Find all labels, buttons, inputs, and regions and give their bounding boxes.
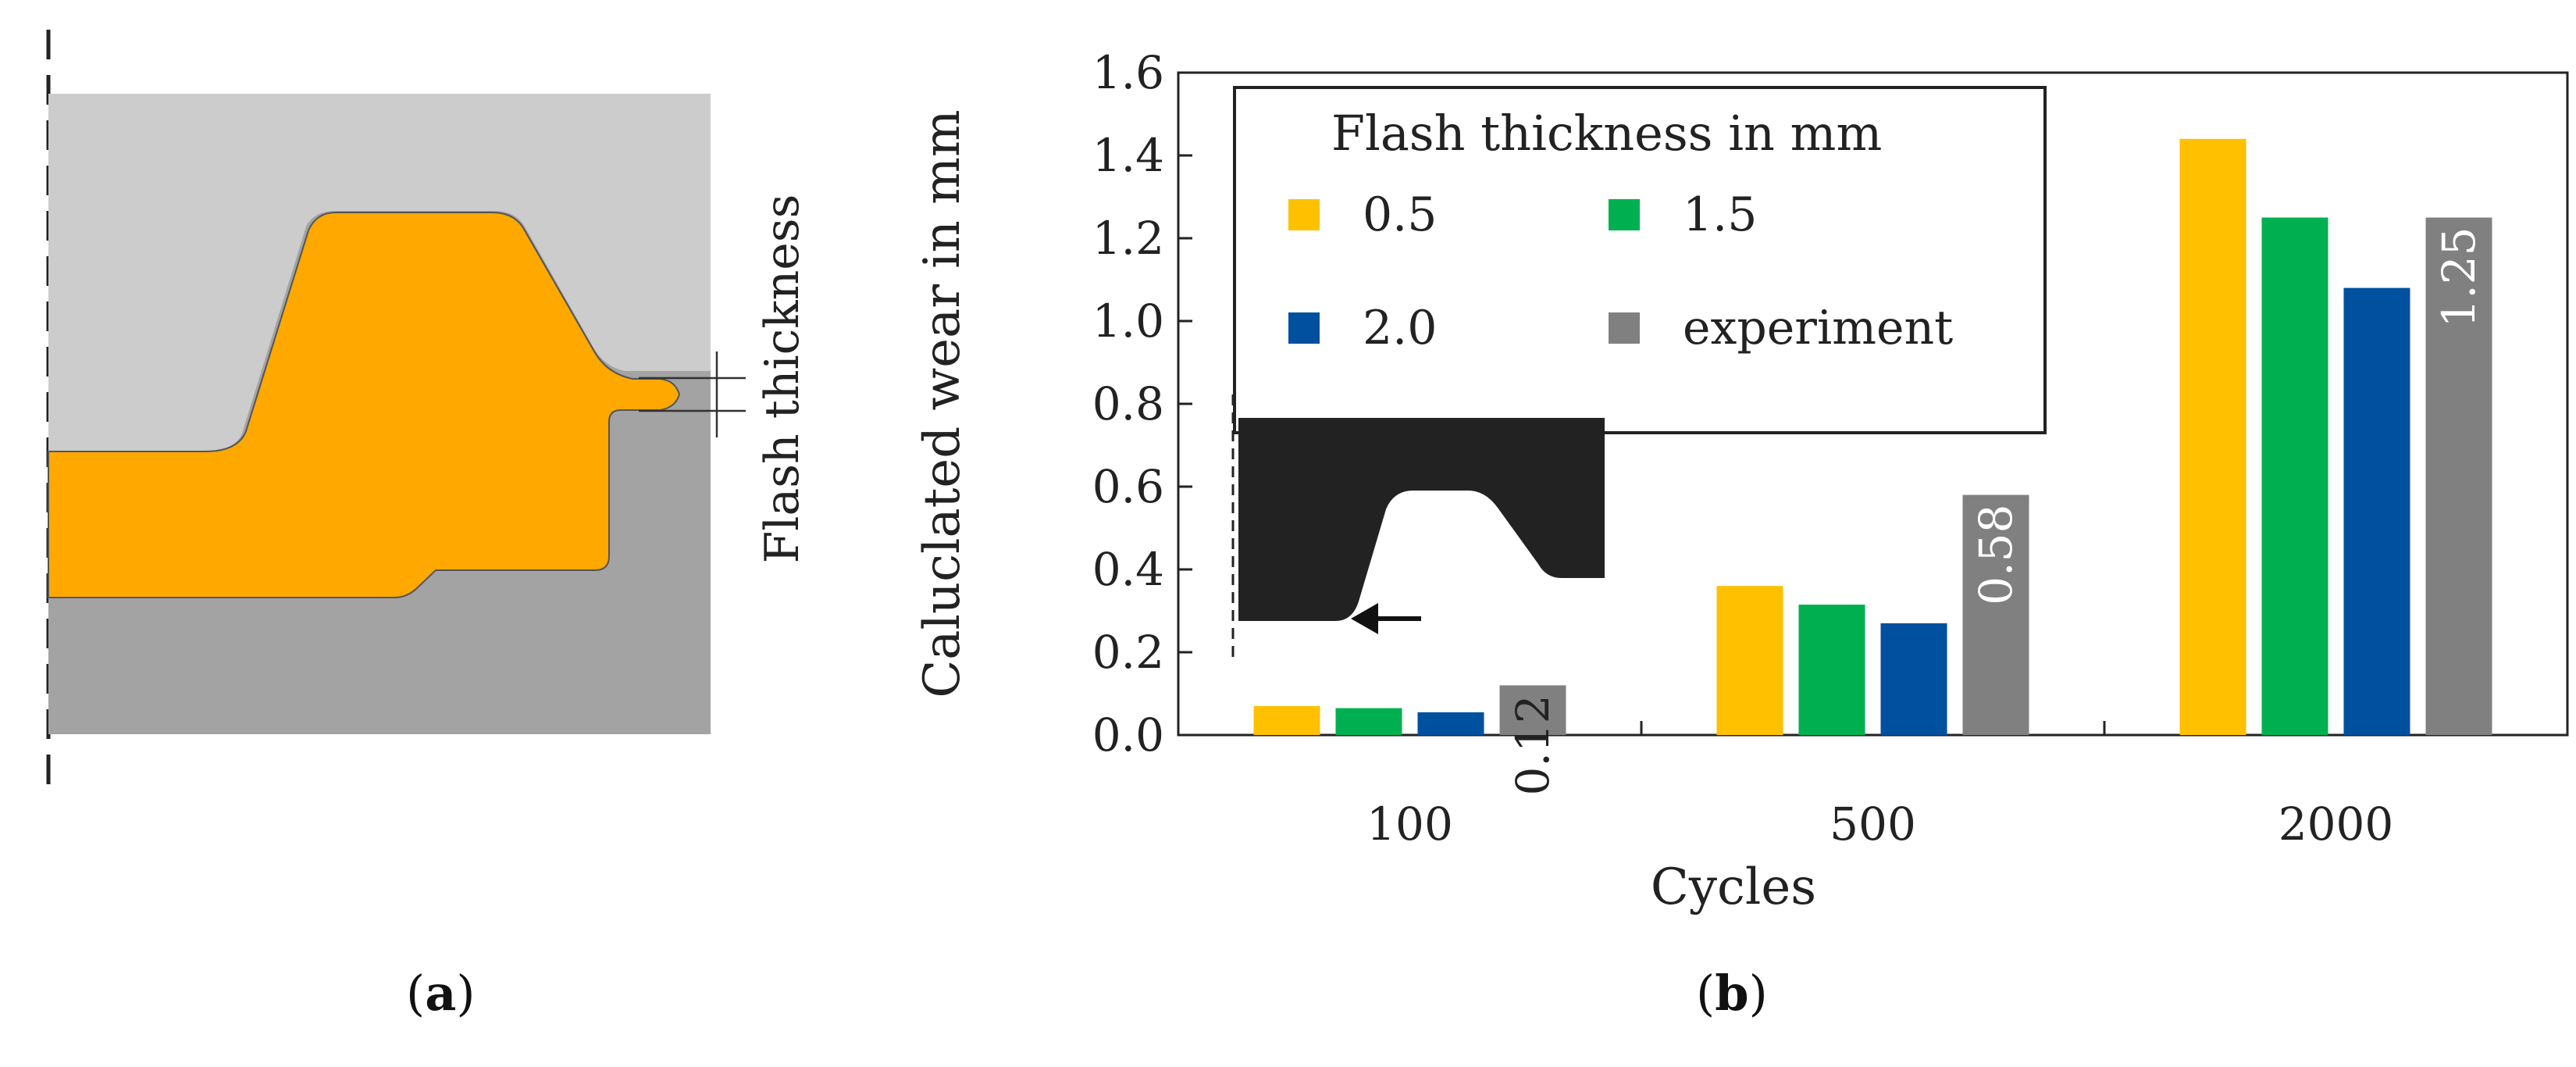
bar-1_5-500 bbox=[1798, 605, 1865, 735]
bar-experiment-100 bbox=[1499, 685, 1566, 735]
y-tick-label: 0.4 bbox=[1092, 543, 1164, 596]
data-label: 1.25 bbox=[2432, 227, 2485, 328]
x-tick-label: 2000 bbox=[2278, 798, 2394, 851]
legend-label: 2.0 bbox=[1363, 301, 1437, 355]
y-tick-label: 0.6 bbox=[1092, 460, 1164, 513]
legend-label: 0.5 bbox=[1363, 187, 1437, 242]
panel-a-diagram: Flash thickness bbox=[46, 30, 810, 789]
caption-b-letter: b bbox=[1715, 965, 1749, 1022]
legend-swatch bbox=[1288, 199, 1320, 230]
legend-box bbox=[1233, 86, 2047, 434]
y-axis: 0.0 0.2 0.4 0.6 0.8 1.0 1.2 1.4 1.6 bbox=[1092, 46, 1192, 762]
bar-2_0-500 bbox=[1880, 623, 1947, 735]
inset-die-contour bbox=[1231, 394, 1605, 662]
inset-arrow-icon bbox=[1351, 603, 1378, 634]
bar-0_5-2000 bbox=[2179, 138, 2246, 736]
inset-die-shape bbox=[1238, 418, 1605, 621]
caption-a-letter: a bbox=[425, 965, 457, 1022]
bar-2_0-100 bbox=[1417, 712, 1484, 735]
legend-items: 0.5 1.5 2.0 experiment bbox=[1288, 187, 1953, 355]
panel-b-chart: 0.0 0.2 0.4 0.6 0.8 1.0 1.2 1.4 1.6 100 500 2000 0… bbox=[914, 46, 2569, 916]
bar-0_5-100 bbox=[1253, 705, 1320, 735]
x-tick-label: 100 bbox=[1366, 798, 1453, 851]
y-tick-label: 0.0 bbox=[1092, 708, 1164, 762]
caption-b: (b) bbox=[1696, 965, 1768, 1022]
y-tick-label: 1.4 bbox=[1092, 129, 1164, 182]
legend-swatch bbox=[1609, 199, 1640, 230]
legend-swatch bbox=[1609, 312, 1640, 344]
legend: Flash thickness in mm 0.5 1.5 2.0 experimen… bbox=[1233, 86, 2047, 434]
legend-label: experiment bbox=[1683, 301, 1953, 355]
bar-experiment-500 bbox=[1962, 494, 2029, 735]
data-label: 0.12 bbox=[1506, 694, 1559, 795]
y-tick-label: 1.2 bbox=[1092, 212, 1164, 265]
y-tick-label: 0.8 bbox=[1092, 377, 1164, 430]
legend-title: Flash thickness in mm bbox=[1331, 105, 1882, 162]
legend-label: 1.5 bbox=[1683, 187, 1757, 242]
bar-experiment-2000 bbox=[2425, 217, 2492, 735]
y-tick-label: 0.2 bbox=[1092, 626, 1164, 679]
data-labels: 0.12 0.58 1.25 bbox=[1506, 227, 2485, 796]
bars bbox=[1253, 138, 2492, 736]
data-label: 0.58 bbox=[1969, 505, 2022, 605]
y-tick-label: 1.6 bbox=[1092, 46, 1164, 99]
x-axis: 100 500 2000 bbox=[1366, 721, 2393, 851]
bar-1_5-100 bbox=[1335, 708, 1402, 735]
caption-a: (a) bbox=[406, 965, 476, 1022]
legend-swatch bbox=[1288, 312, 1320, 344]
bar-2_0-2000 bbox=[2343, 287, 2410, 736]
workpiece bbox=[48, 212, 681, 598]
flash-thickness-annotation: Flash thickness bbox=[755, 194, 810, 564]
y-axis-label: Caluclated wear in mm bbox=[914, 109, 971, 698]
bar-1_5-2000 bbox=[2261, 217, 2328, 735]
x-tick-label: 500 bbox=[1830, 798, 1916, 851]
x-axis-label: Cycles bbox=[1651, 858, 1816, 916]
bar-0_5-500 bbox=[1716, 586, 1783, 735]
y-tick-label: 1.0 bbox=[1092, 294, 1164, 348]
